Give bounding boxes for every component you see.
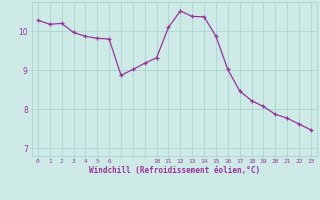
X-axis label: Windchill (Refroidissement éolien,°C): Windchill (Refroidissement éolien,°C)	[89, 166, 260, 175]
